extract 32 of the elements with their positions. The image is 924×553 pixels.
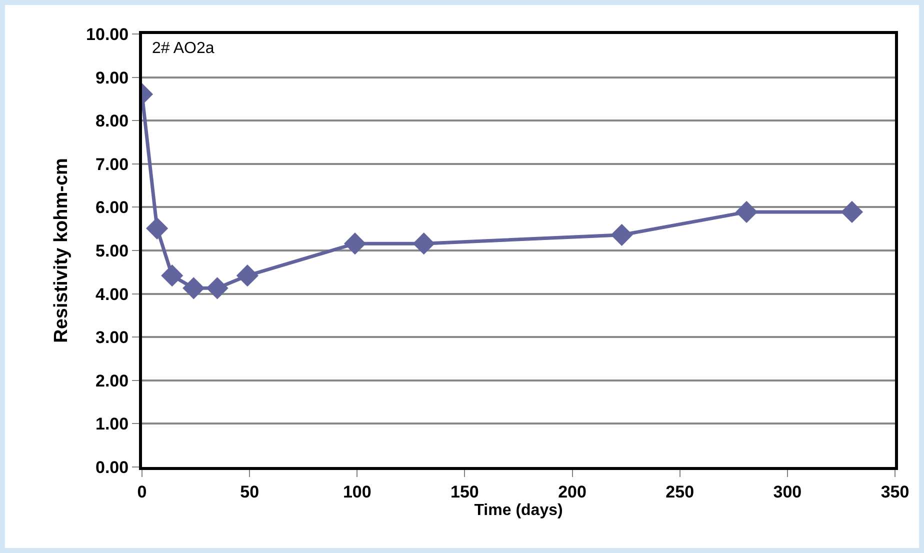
- x-tick-label: 150: [450, 482, 479, 502]
- y-axis-title: Resistivity kohm-cm: [50, 158, 72, 343]
- point: [236, 264, 258, 287]
- y-tick-label: 3.00: [96, 328, 129, 348]
- x-tick-label: 350: [880, 482, 910, 502]
- y-tick-label: 4.00: [96, 284, 129, 304]
- annotation: 2# AO2a: [152, 40, 214, 57]
- y-tick-label: 9.00: [96, 68, 129, 88]
- x-tick-label: 300: [773, 482, 802, 502]
- x-tick-label: 100: [342, 482, 372, 502]
- point: [610, 224, 633, 246]
- point: [146, 217, 168, 240]
- x-tick-label: 50: [240, 482, 260, 502]
- y-tick-label: 8.00: [96, 112, 129, 131]
- y-tick-label: 2.00: [96, 371, 129, 390]
- x-tick-label: 250: [666, 482, 694, 502]
- x-tick-label: 0: [137, 482, 147, 502]
- y-tick-label: 0.00: [96, 458, 129, 477]
- y-tick-label: 1.00: [96, 414, 129, 434]
- point: [206, 277, 228, 300]
- point: [161, 264, 184, 287]
- point: [344, 232, 366, 255]
- y-tick-label: 7.00: [96, 154, 129, 174]
- y-tick-label: 6.00: [96, 198, 129, 218]
- point: [736, 200, 758, 224]
- y-tick-label: 10.00: [86, 24, 129, 44]
- point: [412, 232, 435, 255]
- x-tick-label: 200: [558, 482, 586, 502]
- y-tick-label: 5.00: [96, 241, 129, 260]
- point: [840, 200, 864, 224]
- point: [182, 277, 205, 300]
- x-axis-title: Time (days): [474, 502, 563, 520]
